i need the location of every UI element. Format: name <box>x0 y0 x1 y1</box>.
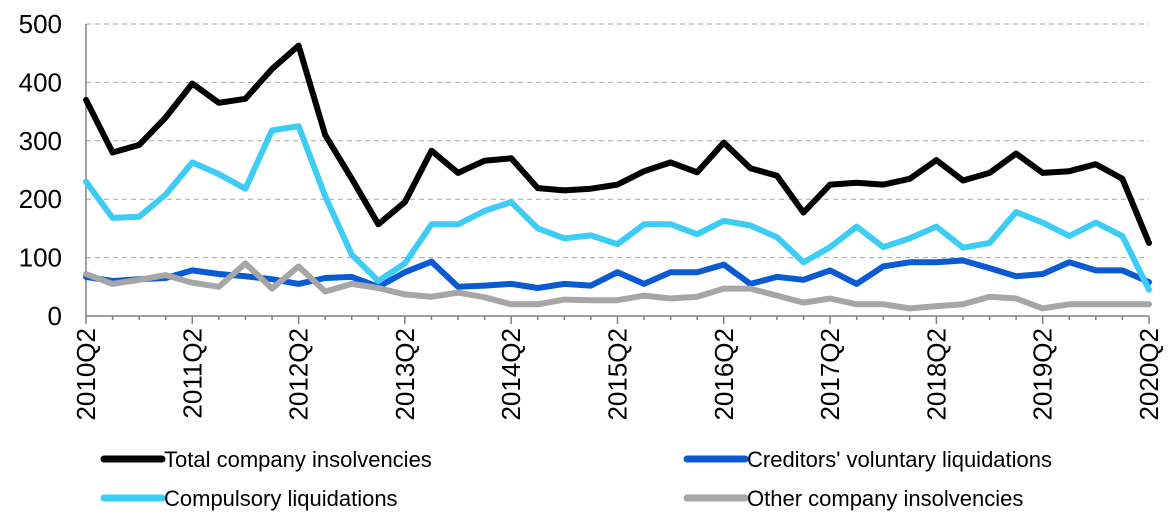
gridlines <box>86 23 1149 259</box>
x-tick-label: 2018Q2 <box>921 328 951 421</box>
x-tick-label: 2017Q2 <box>815 328 845 421</box>
legend-label: Other company insolvencies <box>747 486 1023 511</box>
series-line-compulsory-liquidations <box>83 123 1152 293</box>
legend-label: Compulsory liquidations <box>164 486 398 511</box>
series-line-total-company-insolvencies <box>83 42 1152 246</box>
y-tick-label: 100 <box>19 243 62 273</box>
legend-label: Total company insolvencies <box>164 447 432 472</box>
x-tick-label: 2011Q2 <box>177 328 207 419</box>
plot-area <box>83 42 1152 312</box>
x-tick-label: 2013Q2 <box>390 328 420 421</box>
y-tick-label: 0 <box>48 301 62 331</box>
x-tick-label: 2012Q2 <box>284 328 314 421</box>
x-tick-label: 2019Q2 <box>1028 328 1058 421</box>
x-axis-tick-labels: 2010Q2 2011Q2 2012Q2 2013Q2 2014Q2 2015Q2 2016… <box>71 328 1164 421</box>
x-tick-label: 2020Q2 <box>1134 328 1164 421</box>
x-tick-label: 2016Q2 <box>709 328 739 421</box>
x-tick-label: 2015Q2 <box>603 328 633 421</box>
x-tick-label: 2014Q2 <box>496 328 526 421</box>
y-tick-label: 200 <box>19 184 62 214</box>
x-axis <box>85 24 1150 324</box>
legend: Total company insolvencies Creditors' vol… <box>100 447 1052 511</box>
y-axis-tick-labels: 0 100 200 300 400 500 <box>19 9 62 331</box>
y-tick-label: 300 <box>19 126 62 156</box>
y-tick-label: 400 <box>19 67 62 97</box>
series-line-other-company-insolvencies <box>83 260 1152 312</box>
legend-label: Creditors' voluntary liquidations <box>747 447 1052 472</box>
x-tick-label: 2010Q2 <box>71 328 101 421</box>
y-tick-label: 500 <box>19 9 62 39</box>
